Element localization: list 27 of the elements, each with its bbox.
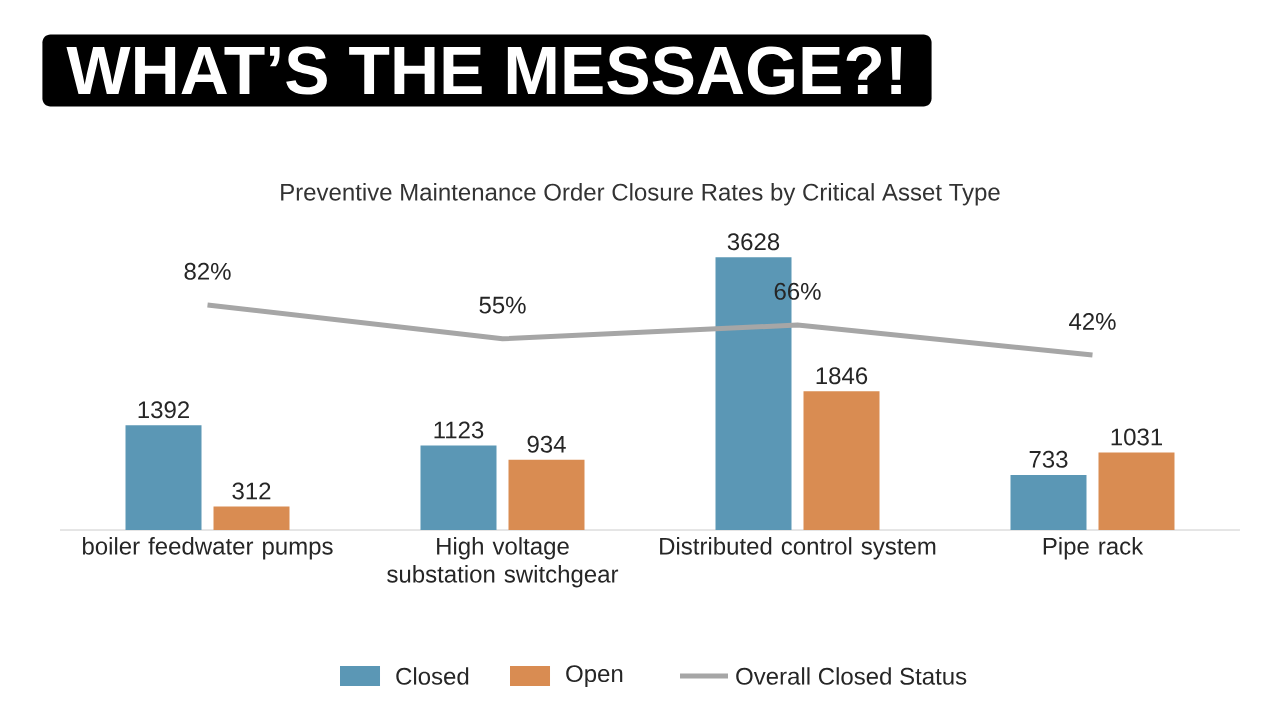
data-label: 312 xyxy=(232,482,271,500)
data-label: 1392 xyxy=(138,401,189,419)
chart-title: WHAT’S THE MESSAGE?! xyxy=(66,46,902,95)
legend-label: Closed xyxy=(396,667,469,685)
bar xyxy=(508,459,585,530)
data-label: 1123 xyxy=(434,421,484,439)
bar xyxy=(803,391,880,530)
bar xyxy=(125,425,202,530)
data-label: 733 xyxy=(1029,450,1068,468)
bar xyxy=(1098,452,1175,530)
data-label: 42% xyxy=(1069,312,1116,330)
x-tick-label: High voltage substation switchgear xyxy=(387,537,619,588)
data-label: 82% xyxy=(184,262,231,280)
legend-label: Overall Closed Status xyxy=(736,667,967,685)
bar xyxy=(420,445,497,530)
bar xyxy=(213,506,290,530)
data-label: 1031 xyxy=(1111,428,1163,446)
data-label: 55% xyxy=(479,296,526,314)
data-label: 1846 xyxy=(816,367,868,385)
data-label: 3628 xyxy=(727,233,780,251)
bar xyxy=(1010,474,1087,530)
x-tick-label: Pipe rack xyxy=(1043,537,1144,560)
data-label: 934 xyxy=(527,435,566,453)
x-tick-label: boiler feedwater pumps xyxy=(82,537,333,560)
x-tick-label: Distributed control system xyxy=(660,537,936,560)
legend-label: Open xyxy=(566,665,623,687)
chart-subtitle: Preventive Maintenance Order Closure Rates by Critical Asset Type xyxy=(281,183,1000,206)
